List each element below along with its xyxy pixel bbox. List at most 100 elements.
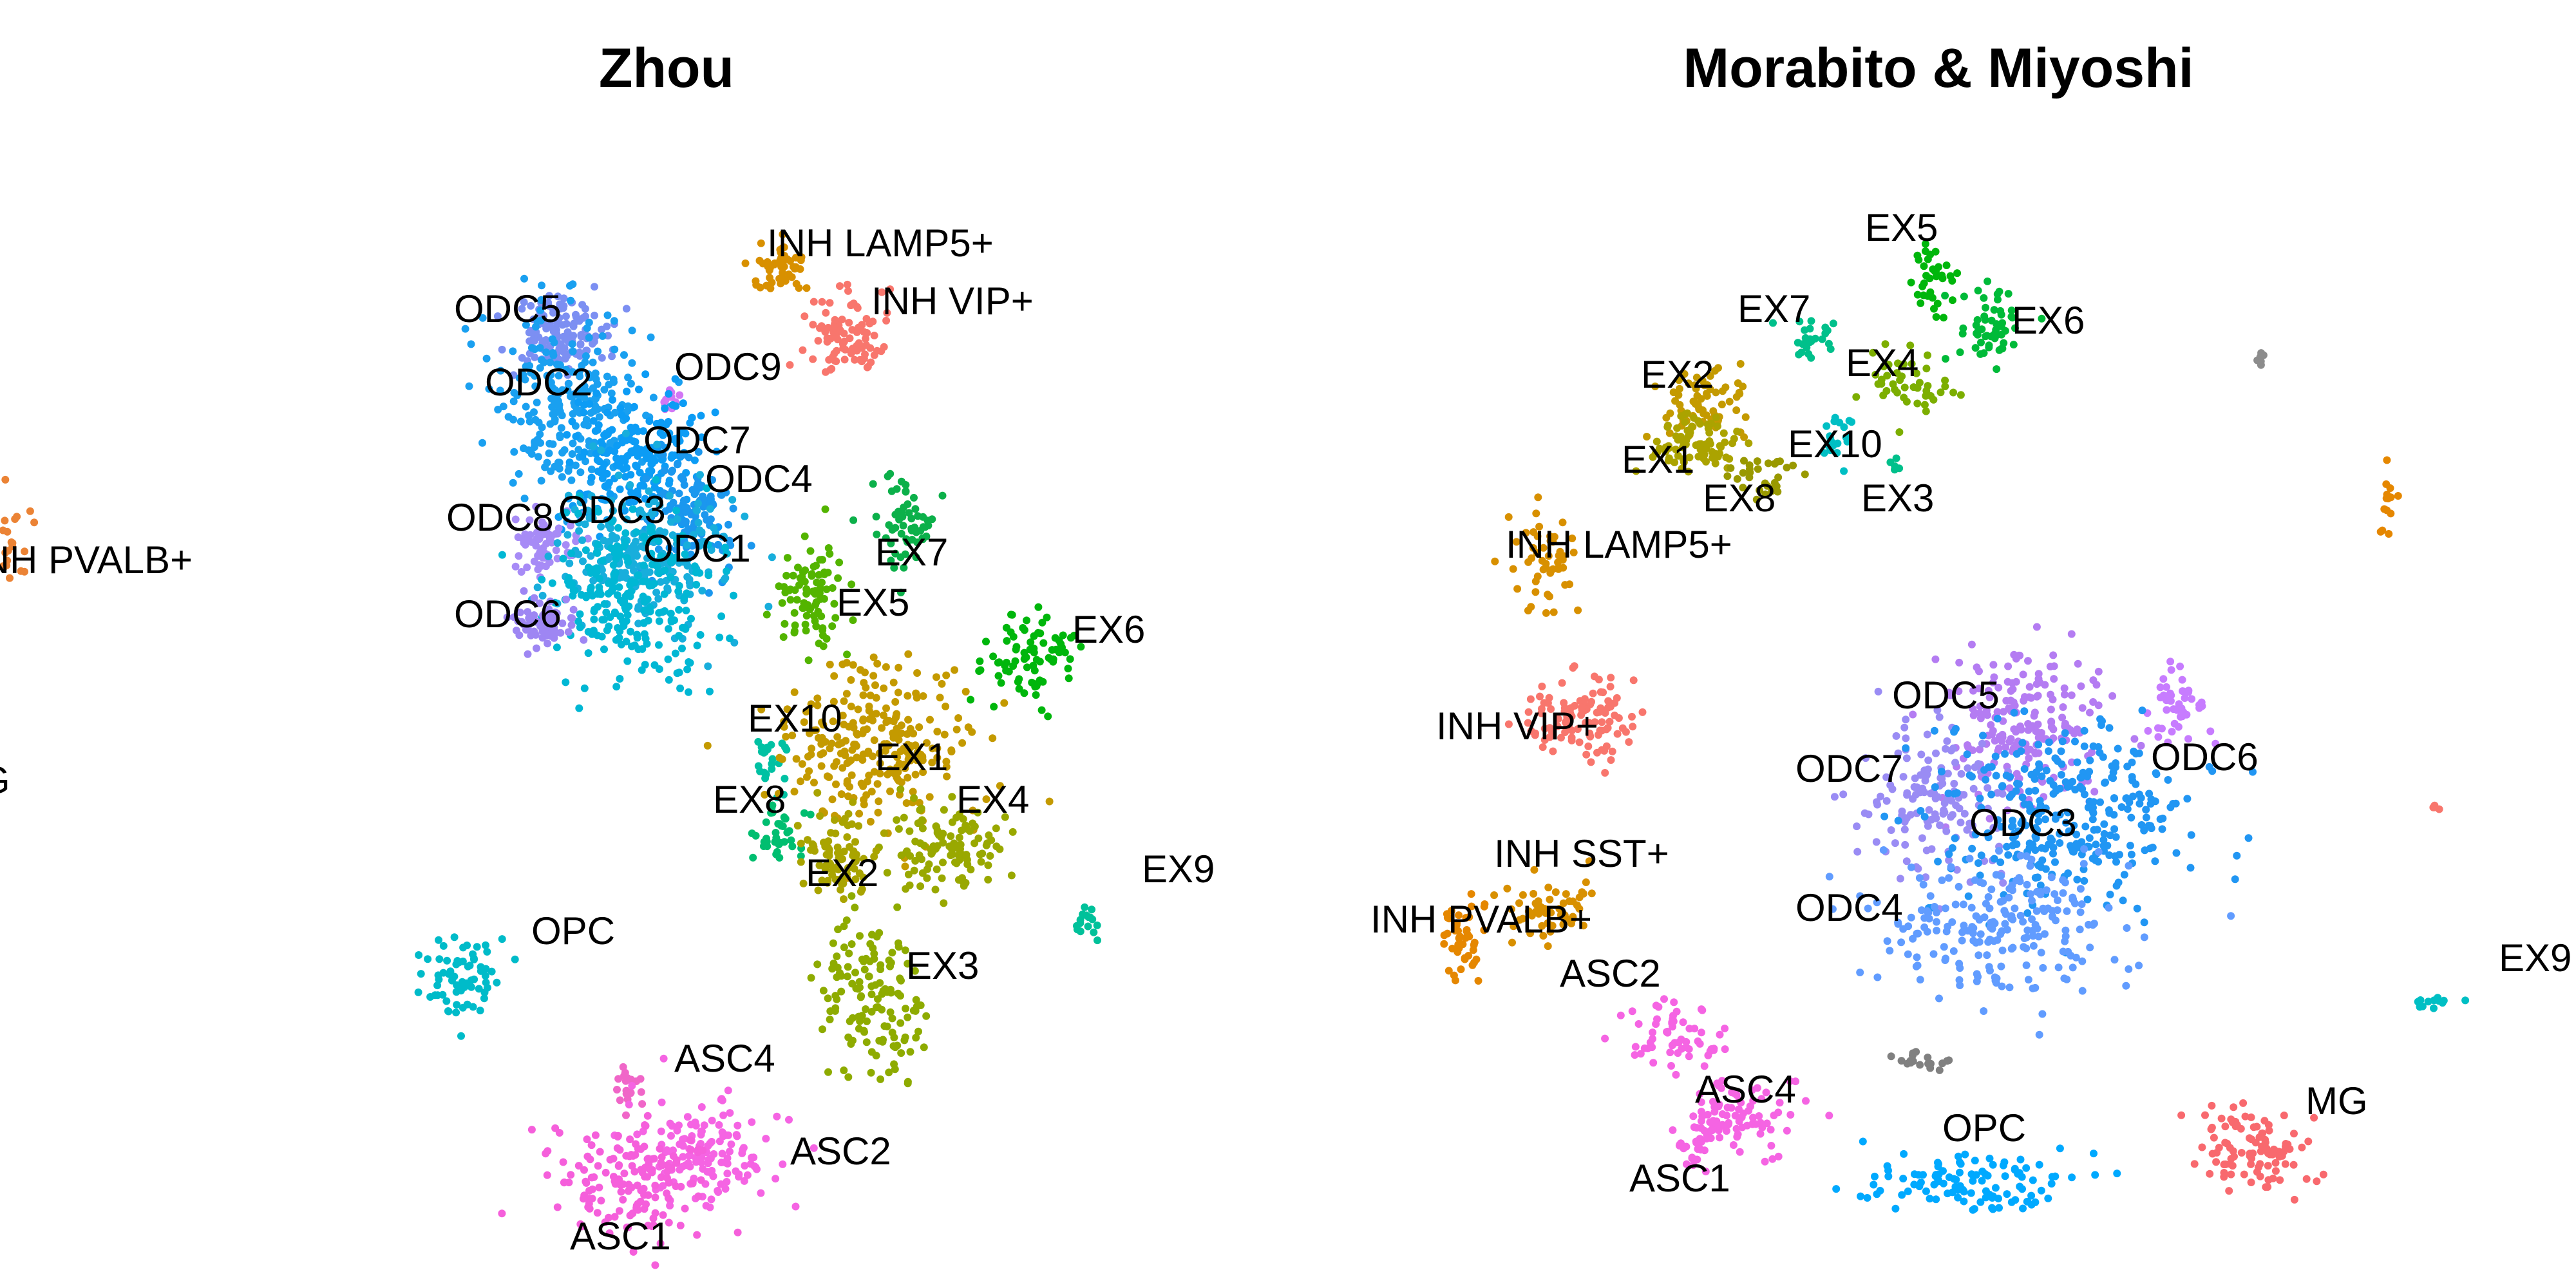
data-point (642, 538, 650, 547)
data-point (947, 746, 956, 754)
data-point (1713, 422, 1721, 430)
cluster-inh-pvalb-points (1440, 890, 1489, 985)
data-point (1628, 1007, 1636, 1016)
data-point (634, 491, 642, 499)
data-point (2276, 1176, 2284, 1184)
data-point (2029, 1176, 2037, 1184)
data-point (925, 860, 933, 868)
data-point (1019, 624, 1027, 632)
data-point (678, 473, 686, 481)
data-point (615, 1207, 623, 1215)
data-point (838, 660, 847, 668)
data-point (660, 398, 668, 406)
data-point (655, 617, 663, 625)
data-point (2114, 744, 2122, 753)
data-point (1936, 821, 1944, 829)
data-point (1721, 1025, 1729, 1032)
data-point (2059, 703, 2067, 711)
data-point (644, 1222, 652, 1229)
data-point (756, 283, 764, 292)
data-point (2009, 817, 2017, 825)
data-point (894, 688, 902, 697)
data-point (755, 256, 764, 265)
data-point (1076, 916, 1084, 924)
data-point (873, 530, 881, 538)
data-point (513, 391, 522, 399)
data-point (1598, 718, 1606, 726)
data-point (603, 311, 612, 319)
data-point (1490, 891, 1499, 899)
data-point (1548, 728, 1556, 736)
data-point (1872, 838, 1880, 846)
data-point (639, 533, 648, 541)
data-point (660, 466, 668, 475)
data-point (820, 594, 828, 603)
data-point (1857, 1192, 1864, 1200)
data-point (593, 426, 601, 434)
data-point (1681, 418, 1689, 426)
data-point (580, 382, 589, 390)
data-point (1553, 722, 1562, 730)
data-point (574, 550, 583, 558)
data-point (893, 511, 902, 519)
data-point (1665, 454, 1673, 462)
data-point (1601, 1034, 1609, 1043)
data-point (905, 752, 913, 760)
data-point (1856, 969, 1864, 976)
data-point (571, 461, 580, 469)
data-point (1586, 732, 1595, 741)
data-point (2271, 1159, 2280, 1167)
data-point (2034, 692, 2042, 700)
data-point (628, 428, 636, 436)
data-point (889, 678, 898, 687)
data-point (975, 667, 983, 675)
data-point (673, 515, 681, 523)
data-point (697, 1176, 705, 1184)
data-point (2019, 1204, 2027, 1213)
data-point (2098, 717, 2106, 725)
data-point (2429, 803, 2438, 811)
data-point (659, 1054, 668, 1063)
data-point (626, 1089, 634, 1097)
data-point (1956, 1182, 1964, 1190)
data-point (779, 633, 788, 641)
data-point (1652, 1020, 1660, 1028)
data-point (1892, 732, 1900, 740)
data-point (875, 797, 883, 806)
data-point (616, 485, 624, 493)
data-point (792, 279, 800, 288)
data-point (657, 1159, 665, 1167)
cluster-label-ex2: EX2 (806, 851, 878, 895)
data-point (1584, 742, 1593, 750)
data-point (555, 314, 564, 322)
data-point (1702, 411, 1710, 419)
data-point (819, 987, 828, 995)
data-point (629, 1209, 637, 1218)
data-point (902, 488, 910, 496)
data-point (1935, 994, 1943, 1003)
data-point (799, 879, 808, 887)
data-point (854, 985, 862, 993)
data-point (834, 925, 842, 934)
data-point (1980, 349, 1988, 357)
data-point (859, 782, 867, 790)
data-point (1455, 911, 1463, 920)
data-point (482, 978, 490, 987)
data-point (683, 589, 691, 598)
data-point (611, 448, 619, 455)
data-point (1997, 822, 2005, 831)
data-point (533, 399, 541, 406)
data-point (520, 274, 528, 283)
data-point (1900, 360, 1908, 368)
data-point (1510, 922, 1518, 931)
data-point (2184, 735, 2192, 743)
data-point (1577, 711, 1586, 719)
data-point (2383, 490, 2391, 498)
data-point (2208, 1101, 2216, 1110)
data-point (1957, 770, 1965, 778)
data-point (1924, 1054, 1932, 1061)
data-point (1607, 674, 1615, 682)
data-point (553, 1203, 562, 1211)
data-point (896, 1019, 905, 1027)
data-point (642, 1200, 650, 1208)
